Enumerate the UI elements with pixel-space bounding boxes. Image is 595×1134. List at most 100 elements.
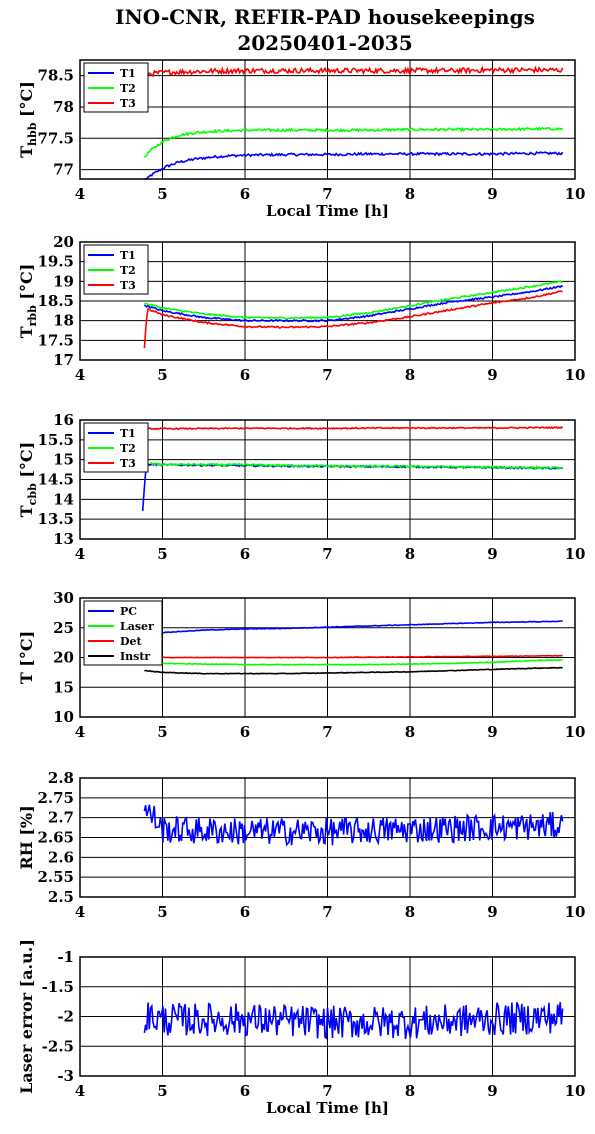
legend-label-t1: T1	[120, 67, 136, 80]
y-axis-label-subscript: cbb	[26, 483, 39, 505]
y-tick-label: 13.5	[37, 510, 74, 528]
x-tick-label: 7	[322, 366, 332, 384]
y-tick-label: 15	[53, 451, 74, 469]
y-tick-label: 2.65	[37, 829, 74, 847]
y-tick-label: -1.5	[42, 978, 74, 996]
y-tick-label: 19.5	[37, 253, 74, 271]
y-tick-label: 2.8	[48, 769, 74, 787]
x-tick-label: 9	[487, 185, 497, 203]
y-axis-label-unit: [°C]	[17, 442, 36, 483]
y-tick-label: 19	[53, 272, 74, 290]
legend-label-pc: PC	[120, 605, 137, 618]
y-tick-label: 14.5	[37, 471, 74, 489]
x-tick-label: 4	[75, 903, 85, 921]
x-tick-label: 8	[405, 903, 415, 921]
x-tick-label: 6	[240, 545, 250, 563]
legend-label-t1: T1	[120, 249, 136, 262]
x-tick-label: 6	[240, 1082, 250, 1100]
y-tick-label: 13	[53, 530, 74, 548]
x-tick-label: 8	[405, 545, 415, 563]
y-axis-label-subscript: hbb	[26, 122, 39, 146]
y-axis-label-unit: [°C]	[17, 264, 36, 305]
x-tick-label: 7	[322, 903, 332, 921]
x-tick-label: 5	[157, 366, 167, 384]
x-tick-label: 10	[565, 1082, 586, 1100]
x-tick-label: 9	[487, 366, 497, 384]
y-tick-label: 18.5	[37, 292, 74, 310]
x-tick-label: 6	[240, 723, 250, 741]
plot-frame	[79, 59, 576, 180]
legend-label-t2: T2	[120, 264, 136, 277]
x-tick-label: 8	[405, 723, 415, 741]
y-tick-label: -3	[57, 1067, 74, 1085]
y-axis-label: T [°C]	[17, 631, 36, 684]
x-tick-label: 9	[487, 723, 497, 741]
x-tick-label: 7	[322, 545, 332, 563]
series-line-t2	[144, 280, 563, 320]
y-tick-label: -2.5	[42, 1037, 74, 1055]
series-line-laser	[144, 658, 563, 666]
x-axis-label: Local Time [h]	[266, 202, 389, 220]
series-line-t2	[149, 461, 563, 470]
chart-panel-5: 4 5 6 7 8 9 10 2.5 2.55 2.62.65 2.7 2.75 2.8 RH [%]	[17, 769, 585, 921]
legend-label-t3: T3	[120, 279, 136, 292]
y-tick-label: 30	[53, 589, 74, 607]
y-tick-label: -1	[57, 948, 74, 966]
y-tick-label: 20	[53, 649, 74, 667]
y-tick-label: 25	[53, 619, 74, 637]
series-line-t3	[144, 65, 564, 78]
x-tick-label: 6	[240, 903, 250, 921]
title-line-2: 20250401-2035	[237, 31, 413, 55]
y-axis-label: Trbb [°C]	[17, 264, 39, 339]
y-tick-label: 18	[53, 312, 74, 330]
x-tick-label: 9	[487, 1082, 497, 1100]
x-tick-label: 5	[157, 903, 167, 921]
legend-label-t1: T1	[120, 427, 136, 440]
y-tick-label: 77.5	[37, 129, 74, 147]
x-tick-label: 8	[405, 366, 415, 384]
y-tick-label: 17.5	[37, 331, 74, 349]
y-axis-label: RH [%]	[17, 805, 36, 869]
x-tick-label: 6	[240, 185, 250, 203]
series-line-data	[143, 1001, 564, 1040]
y-tick-label: 78.5	[37, 67, 74, 85]
legend-label-instr: Instr	[120, 650, 150, 663]
x-tick-label: 9	[487, 545, 497, 563]
legend-label-t3: T3	[120, 457, 136, 470]
series-line-instr	[144, 666, 563, 675]
series-line-t1	[141, 462, 563, 511]
series-line-t3	[143, 426, 564, 431]
plot-frame	[79, 777, 576, 898]
y-tick-label: 2.7	[48, 809, 74, 827]
x-tick-label: 8	[405, 1082, 415, 1100]
figure-title: INO-CNR, REFIR-PAD housekeepings 2025040…	[0, 4, 595, 56]
x-tick-label: 5	[157, 1082, 167, 1100]
y-axis-label: Laser error [a.u.]	[17, 939, 36, 1094]
y-tick-label: 2.5	[48, 888, 74, 906]
y-tick-label: 15.5	[37, 431, 74, 449]
legend-label-laser: Laser	[120, 620, 154, 633]
y-axis-label-unit: [°C]	[17, 81, 36, 122]
y-tick-label: 2.6	[48, 848, 74, 866]
x-tick-label: 9	[487, 903, 497, 921]
y-axis-label: Thbb [°C]	[17, 81, 39, 158]
chart-panel-4: 4 5 6 7 8 9 10 10 15 20 25 30 T [°C] PC Laser Det Instr	[17, 589, 585, 741]
legend-label-t2: T2	[120, 82, 136, 95]
y-tick-label: 20	[53, 233, 74, 251]
plot-frame	[79, 419, 576, 540]
x-tick-label: 7	[322, 723, 332, 741]
series-line-t1	[143, 284, 564, 323]
legend-label-det: Det	[120, 635, 143, 648]
y-tick-label: 14	[53, 490, 74, 508]
series-line-pc	[144, 620, 563, 635]
series-line-data	[143, 804, 564, 847]
series-line-t1	[144, 151, 564, 180]
series-line-det	[144, 654, 563, 659]
y-tick-label: -2	[57, 1008, 74, 1026]
plot-frame	[79, 956, 576, 1077]
y-tick-label: 78	[53, 98, 74, 116]
y-tick-label: 17	[53, 351, 74, 369]
